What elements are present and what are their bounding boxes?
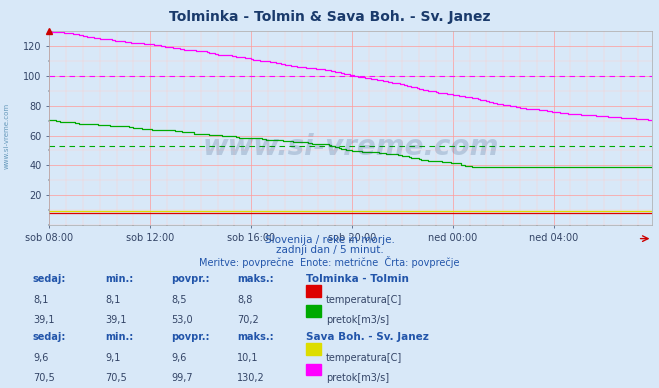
Text: 8,1: 8,1 <box>105 295 121 305</box>
Text: 39,1: 39,1 <box>33 315 55 325</box>
Text: temperatura[C]: temperatura[C] <box>326 353 403 363</box>
Text: 8,8: 8,8 <box>237 295 252 305</box>
Text: 8,1: 8,1 <box>33 295 48 305</box>
Text: 70,2: 70,2 <box>237 315 259 325</box>
Text: min.:: min.: <box>105 332 134 342</box>
Text: 10,1: 10,1 <box>237 353 259 363</box>
Text: povpr.:: povpr.: <box>171 332 210 342</box>
Text: maks.:: maks.: <box>237 274 274 284</box>
Text: 70,5: 70,5 <box>33 373 55 383</box>
Text: maks.:: maks.: <box>237 332 274 342</box>
Text: www.si-vreme.com: www.si-vreme.com <box>203 133 499 161</box>
Text: min.:: min.: <box>105 274 134 284</box>
Text: Tolminka - Tolmin: Tolminka - Tolmin <box>306 274 409 284</box>
Text: 70,5: 70,5 <box>105 373 127 383</box>
Text: Slovenija / reke in morje.: Slovenija / reke in morje. <box>264 235 395 245</box>
Text: 130,2: 130,2 <box>237 373 265 383</box>
Text: pretok[m3/s]: pretok[m3/s] <box>326 373 389 383</box>
Text: Meritve: povprečne  Enote: metrične  Črta: povprečje: Meritve: povprečne Enote: metrične Črta:… <box>199 256 460 268</box>
Text: zadnji dan / 5 minut.: zadnji dan / 5 minut. <box>275 245 384 255</box>
Text: 9,6: 9,6 <box>33 353 48 363</box>
Text: 99,7: 99,7 <box>171 373 193 383</box>
Text: 53,0: 53,0 <box>171 315 193 325</box>
Text: 9,6: 9,6 <box>171 353 186 363</box>
Text: sedaj:: sedaj: <box>33 274 67 284</box>
Text: 8,5: 8,5 <box>171 295 187 305</box>
Text: temperatura[C]: temperatura[C] <box>326 295 403 305</box>
Text: povpr.:: povpr.: <box>171 274 210 284</box>
Text: 9,1: 9,1 <box>105 353 121 363</box>
Text: 39,1: 39,1 <box>105 315 127 325</box>
Text: pretok[m3/s]: pretok[m3/s] <box>326 315 389 325</box>
Text: www.si-vreme.com: www.si-vreme.com <box>3 103 10 169</box>
Text: sedaj:: sedaj: <box>33 332 67 342</box>
Text: Tolminka - Tolmin & Sava Boh. - Sv. Janez: Tolminka - Tolmin & Sava Boh. - Sv. Jane… <box>169 10 490 24</box>
Text: Sava Boh. - Sv. Janez: Sava Boh. - Sv. Janez <box>306 332 429 342</box>
